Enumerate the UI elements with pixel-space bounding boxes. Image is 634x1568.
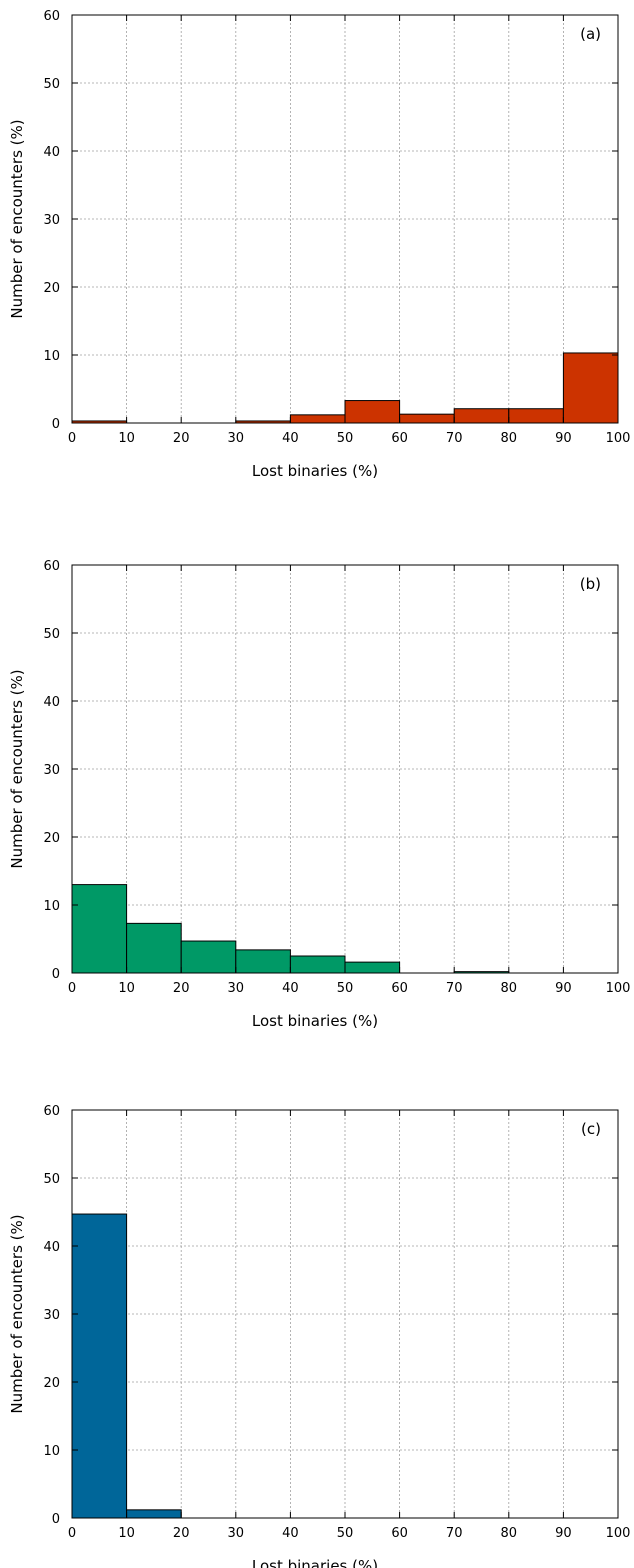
x-tick-label: 40 bbox=[282, 431, 299, 446]
y-tick-label: 60 bbox=[43, 1104, 60, 1119]
bar-10-20 bbox=[126, 1509, 182, 1519]
bar-80-90 bbox=[508, 408, 564, 424]
x-tick-label: 20 bbox=[173, 431, 190, 446]
y-tick-label: 20 bbox=[43, 281, 60, 296]
x-tick-label: 20 bbox=[173, 981, 190, 996]
bar-50-60 bbox=[344, 400, 401, 424]
x-tick-label: 30 bbox=[228, 1526, 245, 1541]
x-tick-label: 100 bbox=[606, 1526, 631, 1541]
bar-0-10 bbox=[71, 1213, 128, 1519]
y-tick-label: 40 bbox=[43, 145, 60, 160]
x-tick-label: 10 bbox=[118, 981, 135, 996]
y-tick-label: 20 bbox=[43, 831, 60, 846]
x-tick-label: 100 bbox=[606, 431, 631, 446]
panel-label: (c) bbox=[581, 1120, 601, 1138]
bar-30-40 bbox=[235, 949, 291, 974]
x-tick-label: 50 bbox=[337, 1526, 354, 1541]
x-tick-label: 40 bbox=[282, 981, 299, 996]
y-tick-label: 0 bbox=[52, 417, 60, 432]
y-tick-label: 10 bbox=[43, 349, 60, 364]
y-tick-label: 10 bbox=[43, 1444, 60, 1459]
x-tick-label: 30 bbox=[228, 981, 245, 996]
x-tick-label: 60 bbox=[391, 1526, 408, 1541]
bar-90-100 bbox=[562, 352, 619, 424]
bar-0-10 bbox=[71, 884, 128, 974]
x-tick-label: 50 bbox=[337, 981, 354, 996]
x-tick-label: 0 bbox=[68, 1526, 76, 1541]
bar-40-50 bbox=[289, 414, 346, 424]
y-tick-label: 20 bbox=[43, 1376, 60, 1391]
x-tick-label: 0 bbox=[68, 981, 76, 996]
x-tick-label: 50 bbox=[337, 431, 354, 446]
x-axis-label: Lost binaries (%) bbox=[252, 1557, 378, 1568]
x-tick-label: 70 bbox=[446, 1526, 463, 1541]
bar-20-30 bbox=[180, 940, 237, 974]
x-axis-label: Lost binaries (%) bbox=[252, 1012, 378, 1030]
chart-panel-c: 0 10 20 30 40 50 60 70 80 90 100 0 10 20 30 40 50 60 Lost … bbox=[8, 1104, 630, 1568]
panel-label: (a) bbox=[580, 25, 601, 43]
x-tick-label: 90 bbox=[555, 981, 572, 996]
x-tick-label: 60 bbox=[391, 431, 408, 446]
y-tick-label: 50 bbox=[43, 77, 60, 92]
y-tick-label: 0 bbox=[52, 1512, 60, 1527]
x-tick-label: 80 bbox=[501, 981, 518, 996]
x-tick-label: 100 bbox=[606, 981, 631, 996]
x-axis-label: Lost binaries (%) bbox=[252, 462, 378, 480]
x-tick-label: 20 bbox=[173, 1526, 190, 1541]
x-tick-label: 80 bbox=[501, 431, 518, 446]
y-tick-label: 30 bbox=[43, 213, 60, 228]
y-tick-label: 10 bbox=[43, 899, 60, 914]
bar-40-50 bbox=[289, 955, 346, 974]
y-tick-label: 40 bbox=[43, 695, 60, 710]
y-axis-label: Number of encounters (%) bbox=[8, 1214, 26, 1413]
bar-50-60 bbox=[344, 961, 401, 974]
x-tick-label: 90 bbox=[555, 1526, 572, 1541]
y-tick-label: 30 bbox=[43, 763, 60, 778]
x-tick-label: 10 bbox=[118, 431, 135, 446]
y-tick-label: 30 bbox=[43, 1308, 60, 1323]
x-tick-label: 10 bbox=[118, 1526, 135, 1541]
y-tick-label: 50 bbox=[43, 627, 60, 642]
panel-label: (b) bbox=[580, 575, 601, 593]
bar-70-80 bbox=[453, 408, 510, 424]
y-axis-label: Number of encounters (%) bbox=[8, 119, 26, 318]
y-tick-label: 60 bbox=[43, 559, 60, 574]
x-tick-label: 60 bbox=[391, 981, 408, 996]
y-axis-label: Number of encounters (%) bbox=[8, 669, 26, 868]
bar-60-70 bbox=[399, 413, 455, 424]
y-tick-label: 60 bbox=[43, 9, 60, 24]
x-tick-label: 70 bbox=[446, 981, 463, 996]
y-tick-label: 40 bbox=[43, 1240, 60, 1255]
x-tick-label: 70 bbox=[446, 431, 463, 446]
x-tick-label: 90 bbox=[555, 431, 572, 446]
x-tick-label: 0 bbox=[68, 431, 76, 446]
chart-panel-b: 0 10 20 30 40 50 60 70 80 90 100 0 10 20 30 40 50 60 Lost … bbox=[8, 559, 630, 1030]
bar-10-20 bbox=[126, 922, 182, 974]
y-tick-label: 0 bbox=[52, 967, 60, 982]
x-tick-label: 30 bbox=[228, 431, 245, 446]
x-tick-label: 40 bbox=[282, 1526, 299, 1541]
chart-panel-a: 0 10 20 30 40 50 60 70 80 90 100 0 10 20 30 40 50 60 Lost … bbox=[8, 9, 630, 480]
x-tick-label: 80 bbox=[501, 1526, 518, 1541]
y-tick-label: 50 bbox=[43, 1172, 60, 1187]
